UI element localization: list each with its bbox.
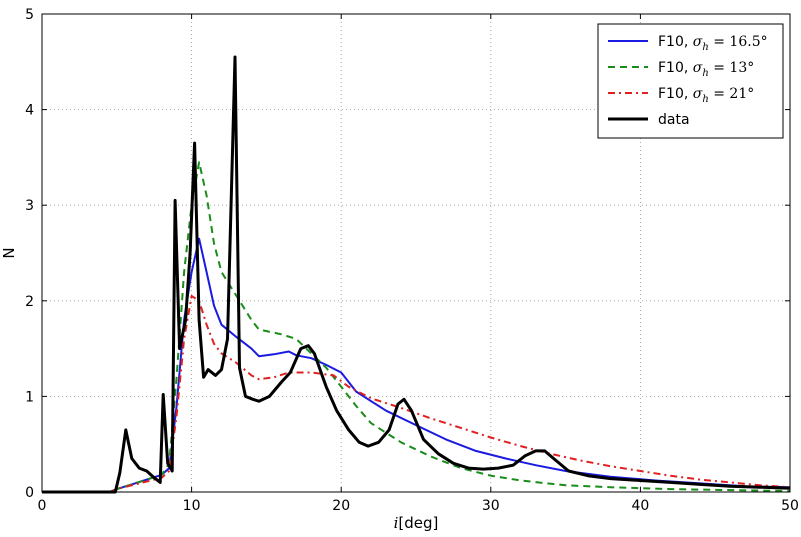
y-tick-label: 2 <box>25 294 34 310</box>
legend-label-4: data <box>658 112 690 128</box>
axis-ticks: 0 10 20 30 40 50 0 1 2 3 4 5 <box>25 7 799 514</box>
x-tick-label: 0 <box>38 498 47 514</box>
series-line-2 <box>42 161 791 493</box>
plot-frame <box>41 13 791 493</box>
x-tick-label: 30 <box>482 498 500 514</box>
y-tick-label: 1 <box>25 389 34 405</box>
legend: F10, σh = 16.5° F10, σh = 13° F10, σh = 21… <box>597 23 784 139</box>
x-tick-label: 20 <box>332 498 350 514</box>
grid-lines <box>42 14 790 492</box>
series-line-1 <box>42 237 791 493</box>
y-tick-label: 3 <box>25 198 34 214</box>
legend-label-1: F10, σh = 16.5° <box>658 34 768 53</box>
series-line-3 <box>42 295 791 493</box>
y-tick-label: 5 <box>25 7 34 23</box>
x-tick-label: 50 <box>781 498 799 514</box>
x-axis-label: i[deg] <box>394 514 439 532</box>
x-tick-label: 40 <box>631 498 649 514</box>
y-axis-label: N <box>0 247 18 258</box>
legend-label-2: F10, σh = 13° <box>658 60 754 79</box>
series-lines <box>42 55 791 494</box>
legend-label-3: F10, σh = 21° <box>658 86 754 105</box>
y-tick-label: 0 <box>25 485 34 501</box>
x-tick-label: 10 <box>183 498 201 514</box>
series-line-4 <box>42 55 791 494</box>
y-tick-label: 4 <box>25 103 34 119</box>
